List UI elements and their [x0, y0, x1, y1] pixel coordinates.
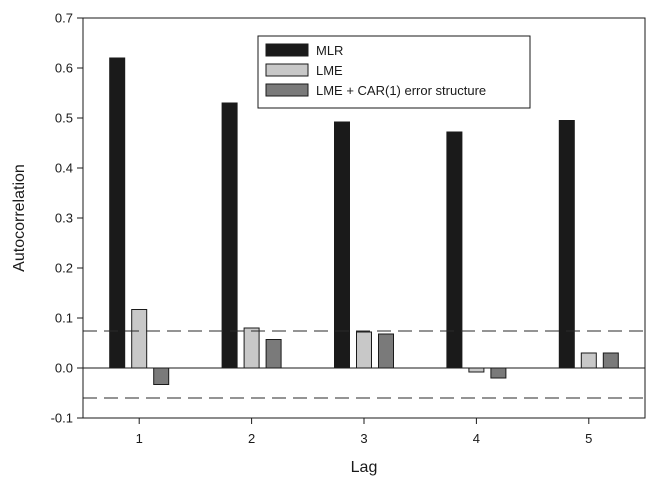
bar-lme-car-1-error-structure-lag-1 [153, 367, 170, 385]
x-tick-label: 4 [473, 431, 480, 446]
legend-swatch [265, 83, 309, 97]
y-tick-label: 0.6 [55, 61, 73, 76]
x-tick-label: 2 [248, 431, 255, 446]
bar-lme-car-1-error-structure-lag-3 [378, 333, 394, 369]
x-axis-title: Lag [351, 459, 378, 476]
x-tick-label: 3 [360, 431, 367, 446]
legend: MLR LME LME + CAR(1) error structure [257, 35, 531, 109]
y-tick-label: 0.5 [55, 111, 73, 126]
y-tick-label: 0.1 [55, 311, 73, 326]
reference-lines-layer [83, 330, 645, 399]
bars-layer [83, 57, 645, 385]
legend-label: MLR [316, 43, 343, 58]
bar-lme-car-1-error-structure-lag-2 [265, 339, 282, 369]
bar-mlr-lag-1 [109, 57, 126, 369]
bar-lme-car-1-error-structure-lag-5 [602, 352, 619, 369]
y-tick-label: 0.7 [55, 11, 73, 26]
bar-lme-lag-2 [243, 327, 260, 369]
bar-mlr-lag-2 [221, 102, 238, 369]
x-tick-label: 1 [136, 431, 143, 446]
y-tick-label: -0.1 [51, 411, 73, 426]
legend-swatch [265, 63, 309, 77]
y-tick-label: 0.4 [55, 161, 73, 176]
y-tick-label: 0.2 [55, 261, 73, 276]
legend-label: LME [316, 63, 343, 78]
bar-lme-lag-3 [356, 331, 372, 369]
axes-layer: -0.1 0.0 0.1 0.2 0.3 0.4 0.5 0.6 0.7 1 2 3 4 5 [51, 11, 646, 446]
x-tick-label: 5 [585, 431, 592, 446]
bar-mlr-lag-4 [446, 131, 463, 369]
bar-lme-lag-5 [580, 352, 597, 369]
bar-lme-lag-1 [131, 309, 148, 369]
y-axis-title: Autocorrelation [11, 164, 28, 272]
y-tick-label: 0.0 [55, 361, 73, 376]
y-tick-label: 0.3 [55, 211, 73, 226]
legend-label: LME + CAR(1) error structure [316, 83, 486, 98]
bar-lme-car-1-error-structure-lag-4 [490, 367, 507, 379]
bar-lme-lag-4 [468, 367, 485, 373]
legend-swatch [265, 43, 309, 57]
